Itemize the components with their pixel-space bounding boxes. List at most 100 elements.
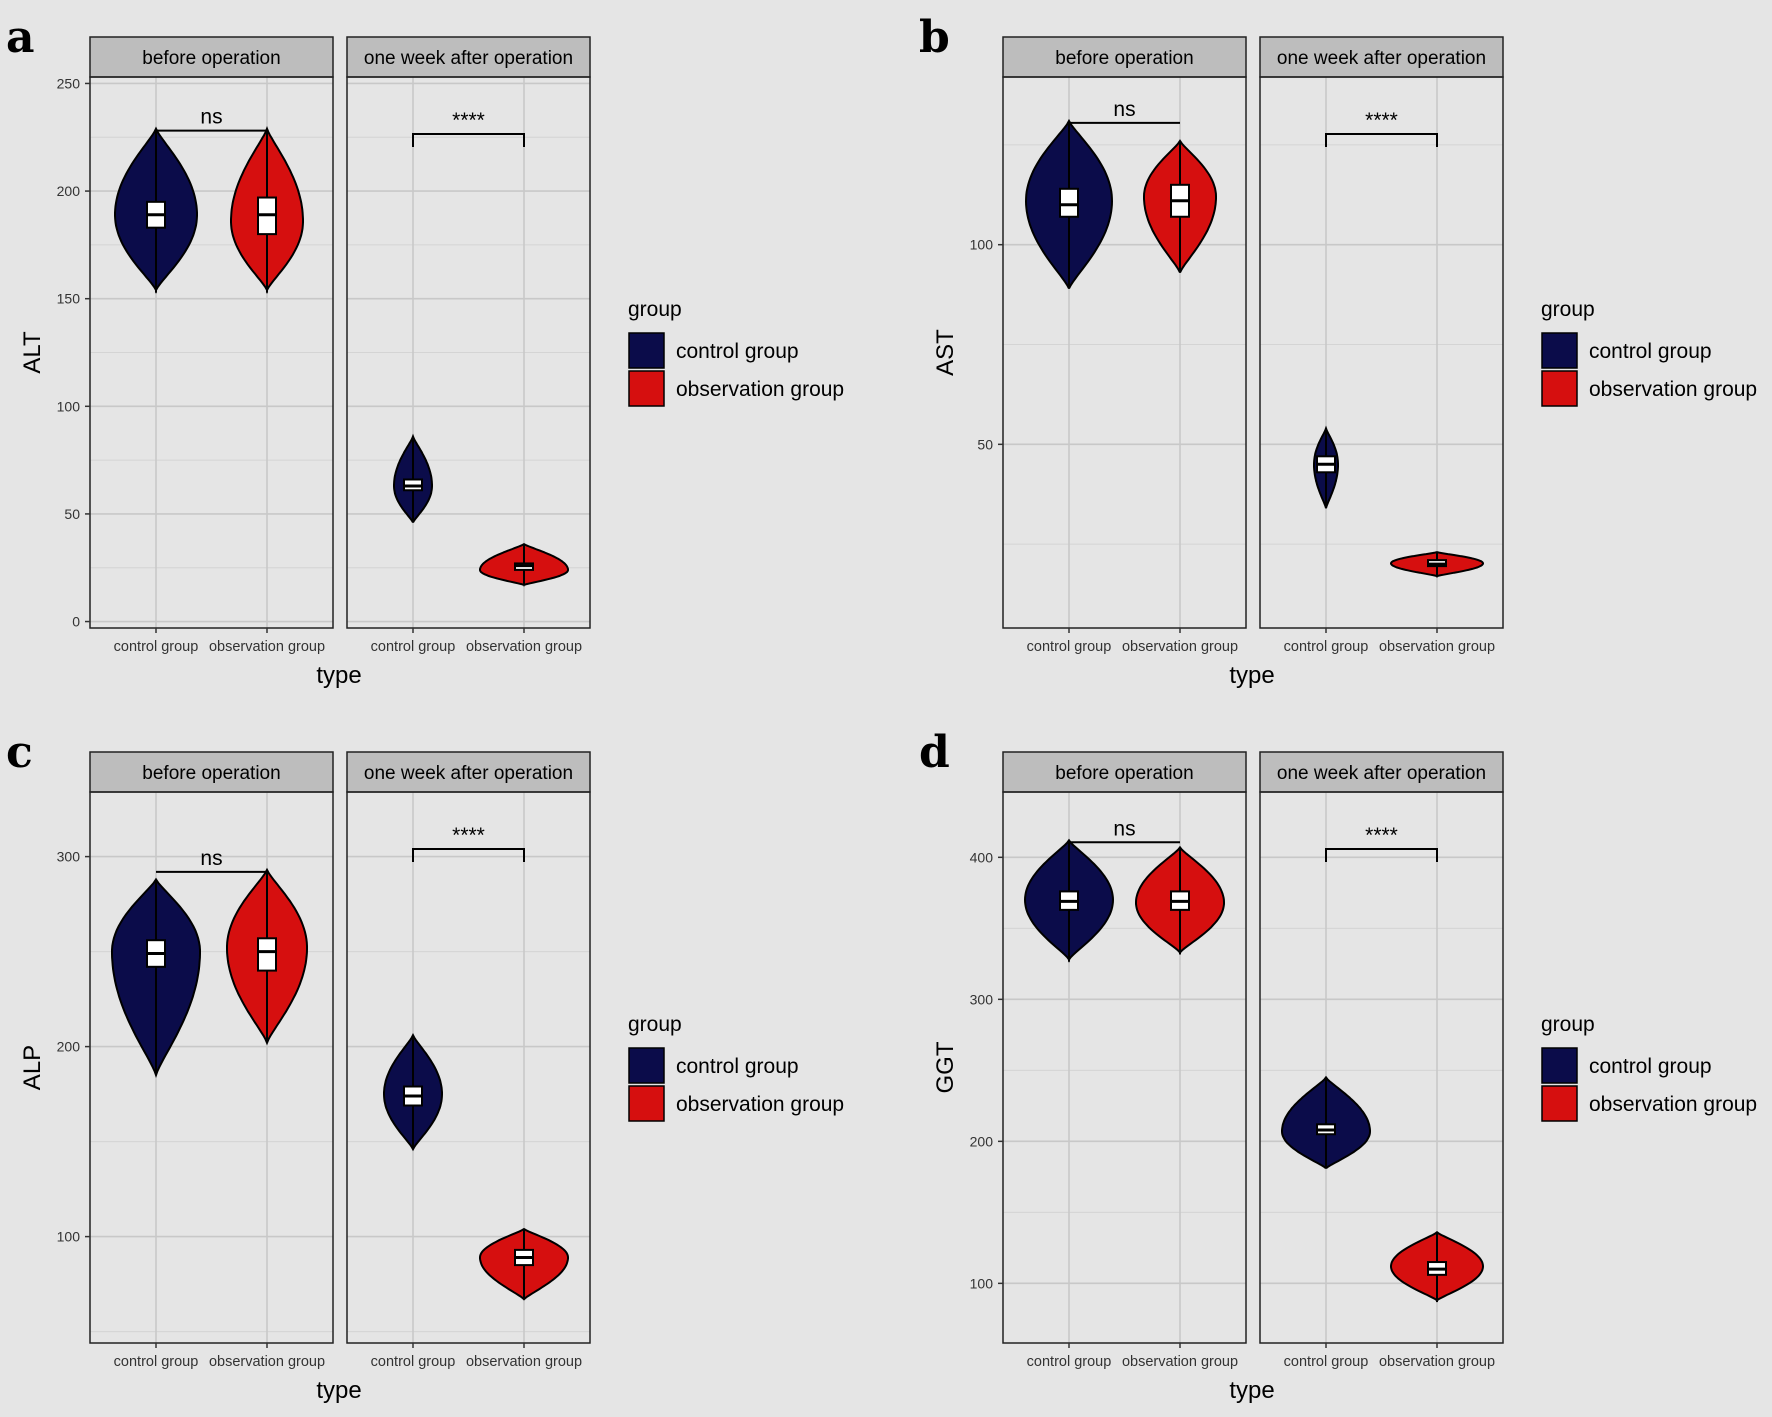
facet-strip xyxy=(1002,751,1247,793)
facet: one week after operation **** control grou… xyxy=(346,36,591,655)
x-tick-label: control group xyxy=(1027,639,1112,655)
x-tick-label: control group xyxy=(371,1354,456,1370)
y-tick-label: 250 xyxy=(57,75,81,91)
violin-observation xyxy=(230,126,304,294)
x-tick-label: observation group xyxy=(209,1354,325,1370)
legend-swatch xyxy=(628,370,665,407)
x-tick-label: observation group xyxy=(209,639,325,655)
facet-strip xyxy=(89,751,334,793)
facet-strip-label: one week after operation xyxy=(1277,763,1486,784)
y-tick-label: 100 xyxy=(57,1229,81,1245)
violin-control xyxy=(1024,118,1114,290)
facet-strip-label: before operation xyxy=(1055,48,1193,69)
y-tick-label: 400 xyxy=(970,849,994,865)
panel-letter: b xyxy=(919,12,950,63)
facet: before operation ns control group observati… xyxy=(1002,36,1247,655)
significance-label: **** xyxy=(1365,109,1398,132)
legend-title: group xyxy=(628,1013,682,1036)
facet-border xyxy=(346,791,591,1344)
facet-plot-area xyxy=(1260,77,1503,628)
x-axis-title: type xyxy=(316,1377,361,1404)
x-tick-label: observation group xyxy=(1379,1354,1495,1370)
violin-observation xyxy=(1135,845,1225,955)
y-axis-title: ALP xyxy=(19,1045,46,1090)
legend-swatch xyxy=(628,332,665,369)
significance-bracket xyxy=(1325,848,1438,862)
violin-observation xyxy=(1390,551,1484,578)
facet-strip-label: before operation xyxy=(142,48,280,69)
legend-title: group xyxy=(1541,1013,1595,1036)
y-axis-title: AST xyxy=(932,329,959,376)
y-tick-label: 300 xyxy=(57,849,81,865)
chart-panel-b: b 50 100 AST type before operation ns control g… xyxy=(919,12,1757,689)
facet-border xyxy=(1002,791,1247,1344)
legend-label: control group xyxy=(1589,340,1712,363)
legend-swatch xyxy=(628,1047,665,1084)
violin-control xyxy=(393,433,433,524)
y-tick-label: 150 xyxy=(57,291,81,307)
violin-control xyxy=(111,877,201,1079)
facet-plot-area xyxy=(90,792,333,1343)
violin-control xyxy=(114,126,198,294)
y-tick-label: 50 xyxy=(64,506,80,522)
x-tick-label: control group xyxy=(114,1354,199,1370)
x-tick-label: control group xyxy=(371,639,456,655)
violin-control xyxy=(383,1033,443,1152)
y-tick-label: 0 xyxy=(72,614,80,630)
legend-label: control group xyxy=(676,1055,799,1078)
legend-label: observation group xyxy=(1589,1093,1757,1116)
legend: group control group observation group xyxy=(1541,1013,1757,1122)
facet-strip xyxy=(1259,36,1504,78)
facet: before operation ns control group observati… xyxy=(89,36,334,655)
x-axis-title: type xyxy=(1229,1377,1274,1404)
facet-border xyxy=(1002,76,1247,629)
facet-strip-label: one week after operation xyxy=(364,763,573,784)
violin-observation xyxy=(1143,139,1217,274)
significance-label: ns xyxy=(1113,817,1135,840)
significance-label: **** xyxy=(1365,824,1398,847)
significance-bracket xyxy=(412,133,525,147)
significance-label: ns xyxy=(1113,98,1135,121)
facet-strip-label: one week after operation xyxy=(1277,48,1486,69)
significance-label: ns xyxy=(200,106,222,129)
facet: one week after operation **** control grou… xyxy=(1259,751,1504,1370)
y-tick-label: 100 xyxy=(970,237,994,253)
x-tick-label: control group xyxy=(114,639,199,655)
significance-bracket xyxy=(1325,133,1438,147)
legend: group control group observation group xyxy=(628,1013,844,1122)
panel-letter: d xyxy=(919,727,950,778)
facet: before operation ns control group observati… xyxy=(89,751,334,1370)
x-tick-label: control group xyxy=(1284,1354,1369,1370)
facet-border xyxy=(89,791,334,1344)
x-tick-label: observation group xyxy=(1379,639,1495,655)
legend-label: control group xyxy=(1589,1055,1712,1078)
facet-strip-label: before operation xyxy=(142,763,280,784)
y-tick-label: 100 xyxy=(57,398,81,414)
x-tick-label: observation group xyxy=(466,1354,582,1370)
significance-bracket xyxy=(412,848,525,862)
facet: one week after operation **** control grou… xyxy=(346,751,591,1370)
significance-label: **** xyxy=(452,109,485,132)
legend-swatch xyxy=(1541,1085,1578,1122)
legend-label: control group xyxy=(676,340,799,363)
facet-strip xyxy=(1002,36,1247,78)
x-tick-label: observation group xyxy=(1122,1354,1238,1370)
facet: one week after operation **** control grou… xyxy=(1259,36,1504,655)
legend-title: group xyxy=(1541,298,1595,321)
facet: before operation ns control group observati… xyxy=(1002,751,1247,1370)
significance-label: ns xyxy=(200,847,222,870)
y-tick-label: 300 xyxy=(970,991,994,1007)
legend-title: group xyxy=(628,298,682,321)
y-tick-label: 200 xyxy=(57,1039,81,1055)
panel-letter: a xyxy=(6,12,35,63)
y-axis-title: ALT xyxy=(19,331,46,374)
x-tick-label: observation group xyxy=(466,639,582,655)
legend-swatch xyxy=(1541,370,1578,407)
y-axis-title: GGT xyxy=(932,1041,959,1093)
facet-border xyxy=(89,76,334,629)
panel-letter: c xyxy=(6,727,33,778)
facet-border xyxy=(1259,791,1504,1344)
box-iqr xyxy=(257,937,277,972)
chart-panel-c: c 100 200 300 ALP type before operation ns contr… xyxy=(6,727,844,1404)
